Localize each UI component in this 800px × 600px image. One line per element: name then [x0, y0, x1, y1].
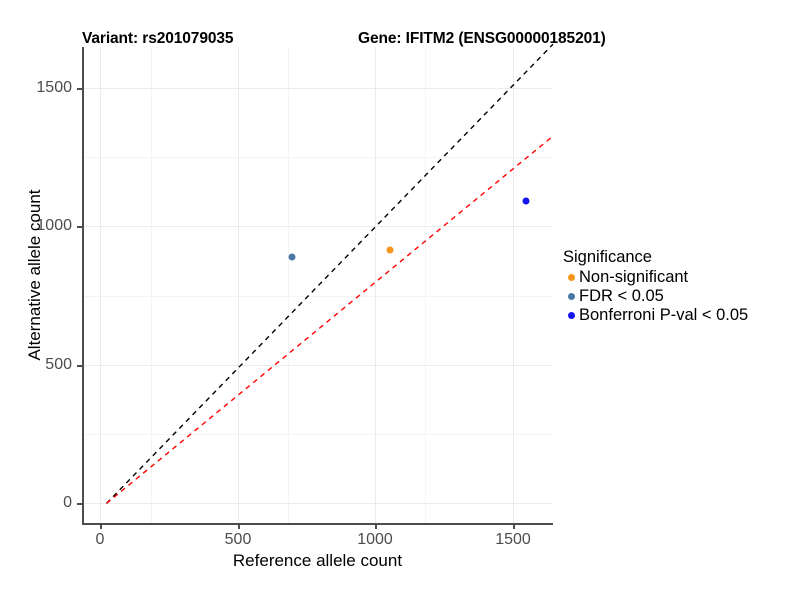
- data-point: [522, 197, 530, 205]
- gridline-major-x-1500: [513, 47, 514, 523]
- gridline-major-y-0: [82, 503, 553, 504]
- gridline-major-y-1000: [82, 226, 553, 227]
- legend-item[interactable]: Non-significant: [563, 268, 748, 287]
- legend-item[interactable]: Bonferroni P-val < 0.05: [563, 306, 748, 325]
- data-points-layer: [82, 47, 553, 523]
- y-tick-label-1000: 1000: [36, 217, 72, 234]
- x-tick-1500: [513, 524, 515, 529]
- reference-lines-layer: [106, 43, 554, 504]
- plot-panel: [82, 43, 554, 523]
- gene-title: Gene: IFITM2 (ENSG00000185201): [358, 30, 606, 47]
- x-tick-label-1000: 1000: [357, 531, 393, 548]
- legend-item-label: Bonferroni P-val < 0.05: [579, 306, 749, 324]
- x-tick-label-500: 500: [224, 531, 252, 548]
- gridline-minor-x-1250: [425, 47, 426, 523]
- legend-item[interactable]: FDR < 0.05: [563, 287, 748, 306]
- gridline-major-x-1000: [375, 47, 376, 523]
- legend-entries: Non-significant FDR < 0.05 Bonferroni P-va…: [563, 268, 748, 325]
- gridline-minor-x-750: [288, 47, 289, 523]
- gridline-major-x-500: [238, 47, 239, 523]
- legend-key-icon: [563, 274, 579, 281]
- gridline-minor-x-250: [151, 47, 152, 523]
- y-tick-0: [77, 503, 82, 505]
- y-tick-label-500: 500: [45, 356, 72, 373]
- gridline-minor-y-250: [82, 434, 553, 435]
- expected-ratio-reference-line: [106, 135, 554, 504]
- x-tick-0: [100, 524, 102, 529]
- gridline-major-y-1500: [82, 88, 553, 89]
- legend-title: Significance: [563, 248, 652, 266]
- data-point: [386, 246, 394, 254]
- gridline-major-x-0: [100, 47, 101, 523]
- gridline-major-y-500: [82, 365, 553, 366]
- x-tick-label-0: 0: [95, 531, 105, 548]
- variant-title: Variant: rs201079035: [82, 30, 234, 47]
- data-point: [288, 253, 296, 261]
- y-tick-1000: [77, 226, 82, 228]
- legend-key-icon: [563, 312, 579, 319]
- x-tick-1000: [375, 524, 377, 529]
- x-axis-line: [82, 523, 553, 525]
- legend-item-label: FDR < 0.05: [579, 287, 664, 305]
- gridline-minor-y-1250: [82, 157, 553, 158]
- y-tick-1500: [77, 88, 82, 90]
- legend-item-label: Non-significant: [579, 268, 689, 286]
- legend: Significance Non-significant FDR < 0.05 Bo…: [563, 248, 748, 325]
- y-tick-label-1500: 1500: [36, 79, 72, 96]
- x-axis-title: Reference allele count: [232, 551, 403, 570]
- identity-reference-line: [106, 43, 554, 504]
- y-tick-500: [77, 365, 82, 367]
- y-axis-title: Alternative allele count: [25, 189, 44, 361]
- legend-key-icon: [563, 293, 579, 300]
- x-tick-500: [238, 524, 240, 529]
- x-tick-label-1500: 1500: [495, 531, 531, 548]
- gridline-minor-y-750: [82, 296, 553, 297]
- y-tick-label-0: 0: [63, 494, 72, 511]
- y-tick-labels: 0 500 1000 1500: [0, 0, 72, 600]
- y-axis-line: [82, 47, 84, 524]
